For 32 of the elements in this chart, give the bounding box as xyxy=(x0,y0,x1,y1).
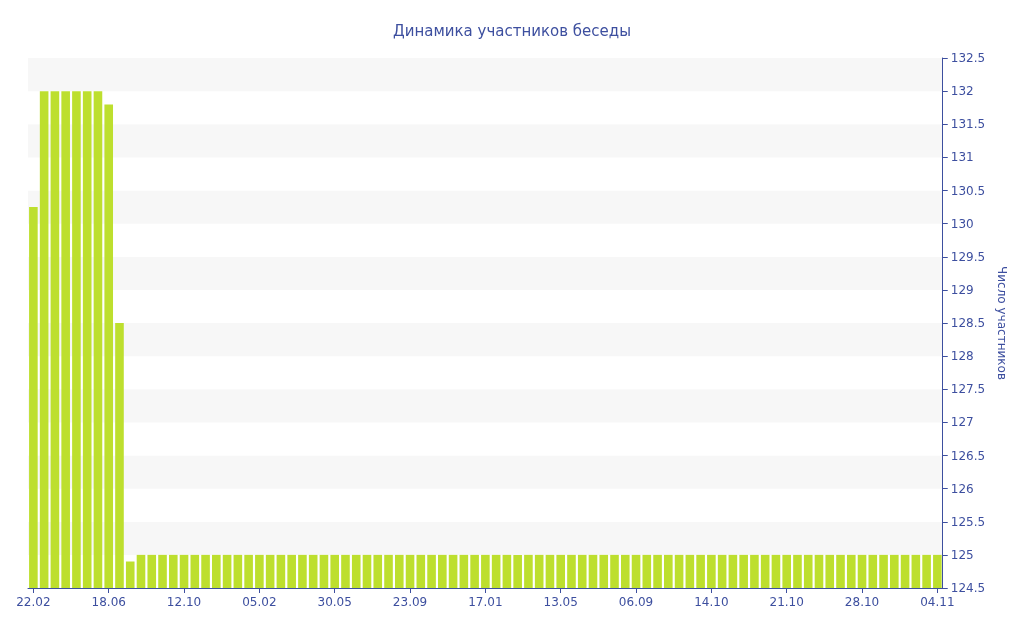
y-tick-label: 129.5 xyxy=(950,249,986,264)
y-tick-label: 125.5 xyxy=(950,514,986,529)
y-tick-label: 128 xyxy=(950,349,974,364)
y-tick-label: 130.5 xyxy=(950,183,986,198)
x-tick-label: 18.06 xyxy=(91,595,126,609)
x-tick-label: 13.05 xyxy=(543,595,578,609)
x-tick-label: 06.09 xyxy=(618,595,654,609)
y-tick-label: 127.5 xyxy=(950,382,986,397)
x-tick-label: 05.02 xyxy=(242,595,277,609)
y-tick-label: 128.5 xyxy=(950,316,986,330)
x-tick-label: 21.10 xyxy=(769,595,804,609)
y-tick-label: 131.5 xyxy=(950,117,986,132)
y-tick-label: 127 xyxy=(950,415,974,430)
y-tick-label: 132.5 xyxy=(950,51,986,65)
y-tick-label: 131 xyxy=(950,150,974,165)
x-tick-label: 22.02 xyxy=(16,595,51,609)
x-tick-label: 14.10 xyxy=(694,595,729,609)
y-tick-label: 126.5 xyxy=(950,448,986,463)
y-tick-label: 125 xyxy=(950,547,974,562)
x-tick-label: 17.01 xyxy=(468,595,503,609)
y-tick-label: 124.5 xyxy=(950,581,986,595)
x-tick-label: 30.05 xyxy=(317,595,352,609)
y-tick-label: 129 xyxy=(950,282,974,297)
x-tick-label: 12.10 xyxy=(166,595,202,609)
y-axis-title: Число участников xyxy=(995,266,1009,380)
y-tick-label: 132 xyxy=(950,84,974,99)
x-tick-label: 23.09 xyxy=(392,595,428,609)
y-tick-label: 126 xyxy=(950,481,974,496)
chart-title: Динамика участников беседы xyxy=(392,21,632,40)
x-tick-label: 04.11 xyxy=(920,595,955,609)
y-tick-label: 130 xyxy=(950,216,974,231)
x-tick-label: 28.10 xyxy=(844,595,880,609)
